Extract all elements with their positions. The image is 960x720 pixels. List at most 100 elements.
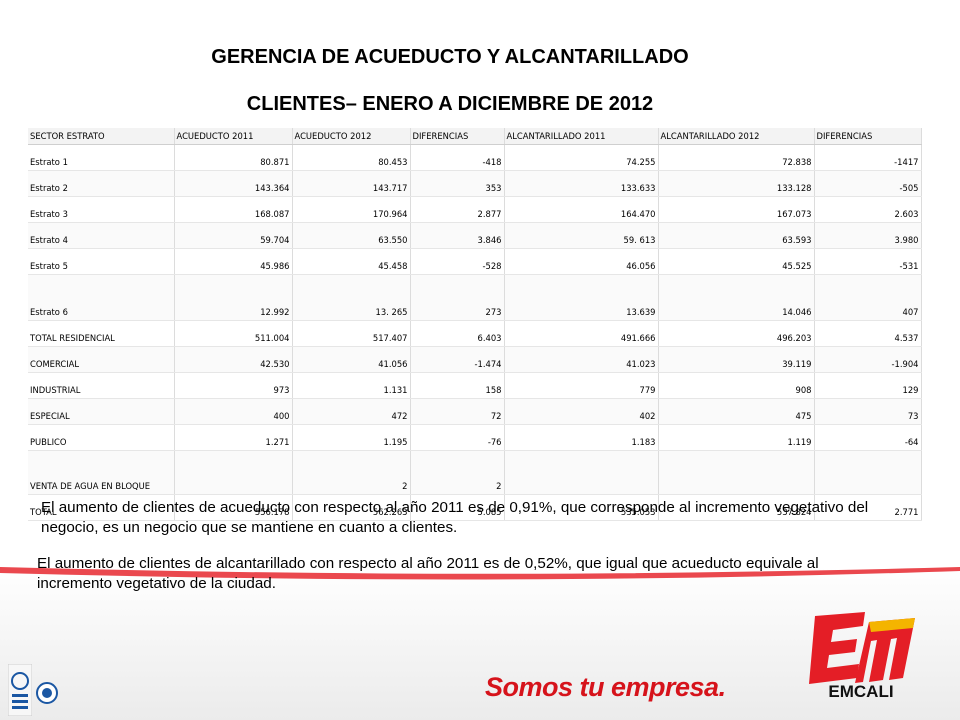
value-cell: 1.195 (292, 424, 411, 451)
value-cell: 2.603 (814, 196, 922, 223)
value-cell: 133.633 (504, 170, 659, 197)
header-alcantarillado-2011: ALCANTARILLADO 2011 (504, 128, 659, 145)
value-cell: 1.183 (504, 424, 659, 451)
value-cell: 41.056 (292, 346, 411, 373)
value-cell (658, 450, 815, 495)
value-cell: 168.087 (174, 196, 293, 223)
value-cell: 45.525 (658, 248, 815, 275)
header-acueducto-2012: ACUEDUCTO 2012 (292, 128, 411, 145)
row-label-cell: INDUSTRIAL (28, 372, 175, 399)
value-cell: 556.178 (174, 494, 293, 521)
table-row: INDUSTRIAL 973 1.131 158 779 908 129 (28, 372, 922, 399)
quality-seal-icon (36, 682, 58, 704)
value-cell: 45.458 (292, 248, 411, 275)
value-cell: 475 (658, 398, 815, 425)
value-cell: 80.871 (174, 144, 293, 171)
value-cell: 4.537 (814, 320, 922, 347)
table-row: Estrato 3 168.087 170.964 2.877 164.470 167.0… (28, 196, 922, 223)
row-label-cell: TOTAL (28, 494, 175, 521)
table-row: Estrato 2 143.364 143.717 353 133.633 133.128… (28, 170, 922, 197)
value-cell: -418 (410, 144, 505, 171)
row-label-cell: Estrato 4 (28, 222, 175, 249)
value-cell: 6.403 (410, 320, 505, 347)
table-row: ESPECIAL 400 472 72 402 475 73 (28, 398, 922, 425)
value-cell: -528 (410, 248, 505, 275)
value-cell: 42.530 (174, 346, 293, 373)
value-cell: 13. 265 (292, 274, 411, 321)
value-cell: 537.824 (658, 494, 815, 521)
value-cell: 2 (292, 450, 411, 495)
row-label-cell: Estrato 5 (28, 248, 175, 275)
title-line-1: GERENCIA DE ACUEDUCTO Y ALCANTARILLADO (211, 46, 689, 68)
value-cell: 143.717 (292, 170, 411, 197)
value-cell: 164.470 (504, 196, 659, 223)
value-cell: 72 (410, 398, 505, 425)
note-alcantarillado: El aumento de clientes de alcantarillado… (37, 555, 819, 592)
title-line-2: CLIENTES– ENERO A DICIEMBRE DE 2012 (246, 93, 654, 115)
value-cell: 273 (410, 274, 505, 321)
value-cell: 45.986 (174, 248, 293, 275)
value-cell: -1.904 (814, 346, 922, 373)
value-cell: 2 (410, 450, 505, 495)
value-cell: 400 (174, 398, 293, 425)
value-cell: 158 (410, 372, 505, 399)
value-cell: 5.085 (410, 494, 505, 521)
value-cell: 1.119 (658, 424, 815, 451)
value-cell: 973 (174, 372, 293, 399)
value-cell: -1417 (814, 144, 922, 171)
table-row: PUBLICO 1.271 1.195 -76 1.183 1.119 -64 (28, 424, 922, 451)
value-cell: 511.004 (174, 320, 293, 347)
value-cell: 517.407 (292, 320, 411, 347)
value-cell: 496.203 (658, 320, 815, 347)
value-cell: -76 (410, 424, 505, 451)
row-label-cell: VENTA DE AGUA EN BLOQUE (28, 450, 175, 495)
row-label-cell: COMERCIAL (28, 346, 175, 373)
value-cell: 535.053 (504, 494, 659, 521)
brand-name: EMCALI (828, 682, 894, 701)
value-cell: 562.263 (292, 494, 411, 521)
table-row: COMERCIAL 42.530 41.056 -1.474 41.023 39.119-… (28, 346, 922, 373)
red-swoosh-band (0, 567, 960, 720)
row-label-cell: TOTAL RESIDENCIAL (28, 320, 175, 347)
value-cell: 2.771 (814, 494, 922, 521)
value-cell: 74.255 (504, 144, 659, 171)
note-acueducto: El aumento de clientes de acueducto con … (41, 499, 869, 536)
value-cell: 12.992 (174, 274, 293, 321)
value-cell: 779 (504, 372, 659, 399)
value-cell: 1.271 (174, 424, 293, 451)
clients-table: SECTOR ESTRATO ACUEDUCTO 2011 ACUEDUCTO … (28, 128, 922, 521)
value-cell: 129 (814, 372, 922, 399)
row-label-cell: Estrato 3 (28, 196, 175, 223)
value-cell: 491.666 (504, 320, 659, 347)
value-cell (814, 450, 922, 495)
value-cell: 59.704 (174, 222, 293, 249)
header-acueducto-2011: ACUEDUCTO 2011 (174, 128, 293, 145)
value-cell: 402 (504, 398, 659, 425)
value-cell: 46.056 (504, 248, 659, 275)
row-label-cell: Estrato 2 (28, 170, 175, 197)
value-cell: 63.550 (292, 222, 411, 249)
value-cell: 2.877 (410, 196, 505, 223)
table-row: Estrato 1 80.871 80.453 -418 74.255 72.838 -14… (28, 144, 922, 171)
table-header-row: SECTOR ESTRATO ACUEDUCTO 2011 ACUEDUCTO … (28, 128, 922, 145)
value-cell (504, 450, 659, 495)
value-cell: 143.364 (174, 170, 293, 197)
value-cell: 133.128 (658, 170, 815, 197)
value-cell: -1.474 (410, 346, 505, 373)
emcali-em-logo-icon (809, 612, 915, 684)
value-cell: 167.073 (658, 196, 815, 223)
value-cell: 3.980 (814, 222, 922, 249)
slogan: Somos tu empresa. (485, 672, 726, 702)
value-cell: 39.119 (658, 346, 815, 373)
value-cell: 170.964 (292, 196, 411, 223)
table-row: TOTAL 556.178 562.263 5.085 535.053 537.824 2.… (28, 494, 922, 521)
table-body: Estrato 1 80.871 80.453 -418 74.255 72.838 -14… (28, 144, 922, 521)
value-cell: -531 (814, 248, 922, 275)
value-cell: 407 (814, 274, 922, 321)
value-cell: 1.131 (292, 372, 411, 399)
table-row: Estrato 4 59.704 63.550 3.846 59. 613 63.593 3… (28, 222, 922, 249)
value-cell: 41.023 (504, 346, 659, 373)
certification-badge-icon (8, 664, 32, 716)
header-diferencias-alcantarillado: DIFERENCIAS (814, 128, 922, 145)
row-label-cell: Estrato 6 (28, 274, 175, 321)
